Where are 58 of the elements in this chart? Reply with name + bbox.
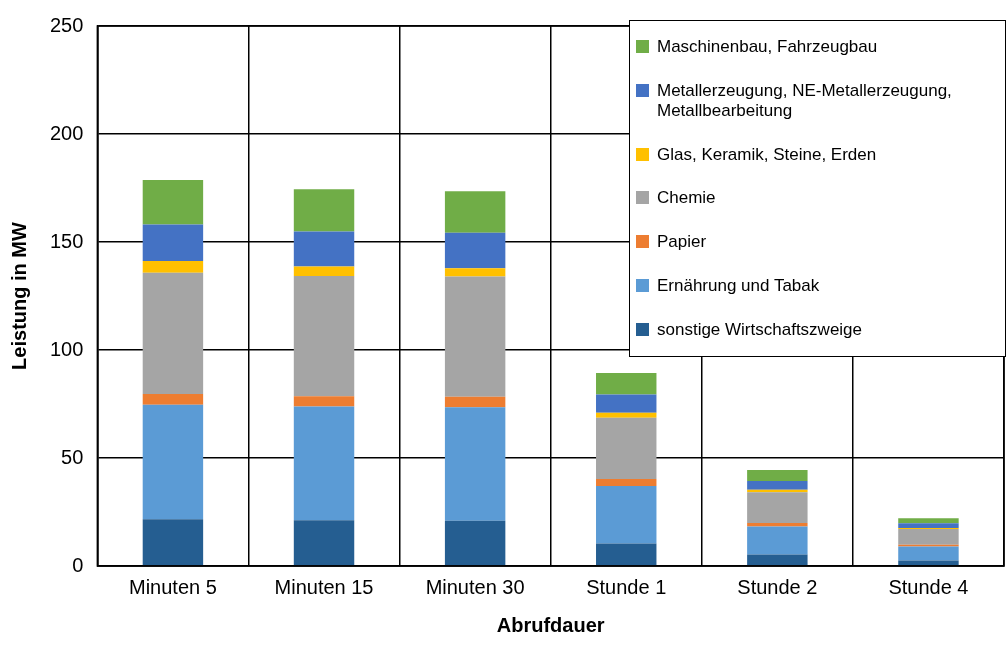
bar bbox=[444, 276, 506, 397]
bar bbox=[898, 523, 959, 528]
legend-label: Maschinenbau, Fahrzeugbau bbox=[657, 36, 878, 57]
bar bbox=[293, 396, 355, 407]
legend-label: Metallerzeugung, NE-Metallerzeugung, Metallbearbeitung bbox=[657, 80, 953, 121]
bar bbox=[444, 268, 506, 277]
x-tick-label: Minuten 15 bbox=[274, 575, 374, 598]
bar bbox=[293, 266, 355, 276]
x-tick-label: Minuten 5 bbox=[129, 575, 217, 598]
bar bbox=[444, 407, 506, 521]
bar bbox=[596, 543, 657, 566]
bar bbox=[293, 520, 355, 566]
y-tick-label: 0 bbox=[72, 553, 84, 576]
legend-label: Glas, Keramik, Steine, Erden bbox=[657, 144, 877, 165]
bar bbox=[444, 232, 506, 269]
bar bbox=[142, 394, 204, 405]
x-tick-label: Stunde 4 bbox=[888, 575, 969, 598]
legend-label: sonstige Wirtschaftszweige bbox=[657, 319, 863, 340]
bar bbox=[596, 486, 657, 544]
bar bbox=[142, 519, 204, 566]
x-axis-title: Abrufdauer bbox=[496, 613, 605, 636]
legend-label: Chemie bbox=[657, 188, 716, 209]
bar bbox=[898, 529, 959, 545]
bar bbox=[898, 546, 959, 561]
bar bbox=[293, 189, 355, 232]
bar bbox=[444, 396, 506, 408]
y-axis-title: Leistung in MW bbox=[7, 222, 30, 370]
bar bbox=[747, 470, 808, 482]
bar bbox=[444, 520, 506, 566]
bar bbox=[142, 272, 204, 395]
bar bbox=[596, 417, 657, 479]
bar bbox=[747, 481, 808, 490]
bar bbox=[747, 526, 808, 555]
x-tick-label: Stunde 2 bbox=[737, 575, 818, 598]
y-tick-label: 100 bbox=[49, 337, 84, 360]
bar bbox=[596, 412, 657, 418]
bar bbox=[293, 231, 355, 267]
bar bbox=[898, 518, 959, 524]
bar bbox=[142, 261, 204, 273]
bar bbox=[142, 224, 204, 262]
bar bbox=[596, 478, 657, 487]
bar bbox=[142, 404, 204, 520]
x-tick-label: Minuten 30 bbox=[425, 575, 525, 598]
bar bbox=[142, 180, 204, 225]
y-tick-label: 150 bbox=[49, 229, 84, 252]
bar bbox=[596, 394, 657, 413]
bar bbox=[596, 373, 657, 395]
bar bbox=[293, 406, 355, 521]
bar bbox=[747, 554, 808, 566]
legend-label: Ernährung und Tabak bbox=[657, 276, 820, 297]
y-tick-label: 50 bbox=[61, 445, 84, 468]
y-tick-label: 200 bbox=[49, 121, 84, 144]
bar bbox=[747, 492, 808, 524]
bar bbox=[444, 191, 506, 233]
legend-label: Papier bbox=[657, 232, 707, 253]
y-tick-label: 250 bbox=[49, 13, 84, 36]
x-tick-label: Stunde 1 bbox=[586, 575, 667, 598]
bar bbox=[293, 275, 355, 397]
